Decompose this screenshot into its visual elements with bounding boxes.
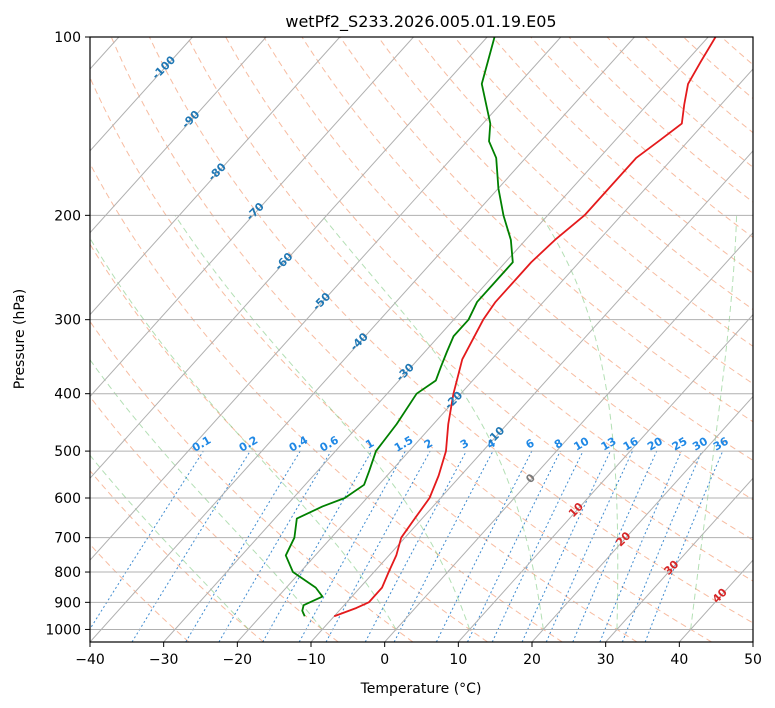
x-tick-label: 40 — [670, 652, 688, 668]
y-tick-label: 300 — [54, 313, 81, 329]
dry-adiabat-line — [454, 37, 753, 311]
isotherm-line — [90, 37, 193, 152]
y-axis-title: Pressure (hPa) — [12, 289, 28, 389]
y-tick-label: 700 — [54, 531, 81, 547]
y-tick-label: 400 — [54, 387, 81, 403]
chart-title: wetPf2_S233.2026.005.01.19.E05 — [285, 12, 556, 32]
isobar-grid — [90, 37, 753, 630]
y-tick-label: 200 — [54, 208, 81, 224]
isotherm-line — [457, 313, 753, 642]
mixing-ratio-line — [131, 450, 251, 642]
isotherm-line — [90, 37, 488, 480]
dry-adiabat-line — [90, 162, 563, 642]
isotherm-line — [531, 395, 753, 642]
x-tick-label: 30 — [597, 652, 615, 668]
mixing-ratio-line — [521, 450, 611, 642]
dry-adiabat-line — [148, 37, 753, 624]
y-tick-label: 800 — [54, 565, 81, 581]
y-tick-label: 100 — [54, 30, 81, 46]
moist-adiabat-line — [90, 454, 249, 630]
x-tick-label: −30 — [149, 652, 179, 668]
x-axis: −40 −30 −20 −10 0 10 20 30 40 50 — [75, 642, 762, 668]
dry-adiabat-line — [90, 543, 190, 642]
y-tick-label: 1000 — [45, 622, 81, 638]
y-tick-label: 500 — [54, 444, 81, 460]
x-tick-label: −20 — [223, 652, 253, 668]
isotherm-line — [605, 477, 753, 642]
mixing-ratio-line — [185, 450, 301, 642]
mixing-ratio-line — [435, 450, 533, 642]
dry-adiabat-line — [90, 470, 264, 642]
isotherm-line — [90, 37, 267, 234]
x-tick-label: 0 — [380, 652, 389, 668]
x-tick-label: 20 — [523, 652, 541, 668]
isotherm-line — [163, 37, 709, 642]
isotherm-line — [90, 37, 635, 642]
dry-adiabat-line — [415, 37, 753, 347]
isotherm-line — [236, 68, 753, 642]
dry-adiabat-line — [90, 243, 488, 642]
x-tick-label: 50 — [744, 652, 762, 668]
isotherm-line — [90, 37, 414, 398]
isotherm-line — [310, 150, 753, 642]
y-tick-label: 900 — [54, 595, 81, 611]
temperature-profile — [333, 37, 717, 618]
x-tick-label: −10 — [296, 652, 326, 668]
profile-lines — [284, 37, 717, 618]
dewpoint-profile — [284, 37, 514, 617]
x-axis-title: Temperature (°C) — [360, 681, 482, 697]
isotherm-line — [384, 231, 753, 642]
y-axis: 100 200 300 400 500 600 700 800 900 1000 — [45, 30, 90, 638]
isotherm-line — [90, 37, 341, 316]
dry-adiabat-line — [90, 395, 339, 642]
mixing-ratio-line — [325, 450, 431, 642]
x-tick-label: 10 — [449, 652, 467, 668]
mixing-ratio-line — [644, 450, 724, 642]
x-tick-label: −40 — [75, 652, 105, 668]
mixing-ratio-line — [90, 450, 204, 630]
dry-adiabat-line — [110, 37, 712, 642]
dry-adiabat-line — [377, 37, 753, 385]
mixing-ratio-line — [364, 450, 467, 642]
moist-adiabat-line — [174, 215, 471, 630]
y-tick-label: 600 — [54, 491, 81, 507]
mixing-ratio-line — [467, 450, 561, 642]
isotherm-line — [90, 37, 562, 561]
plot-frame — [89, 36, 754, 643]
mixing-ratio-line — [218, 450, 332, 642]
